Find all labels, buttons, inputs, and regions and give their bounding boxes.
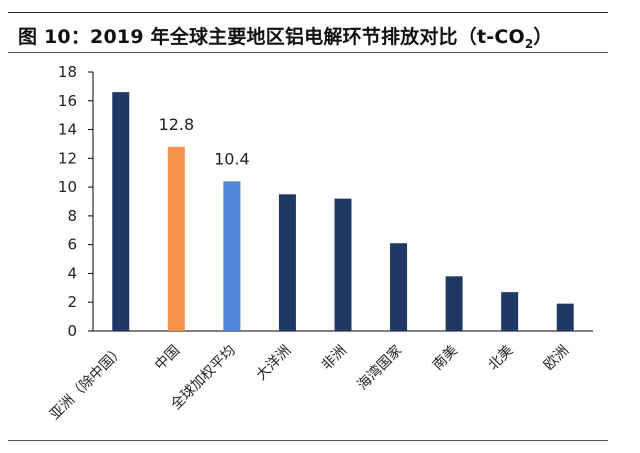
category-label: 大洋洲 bbox=[253, 343, 294, 384]
bar bbox=[112, 92, 130, 332]
y-tick-label: 0 bbox=[67, 322, 77, 340]
category-label: 北美 bbox=[485, 343, 516, 374]
y-tick-label: 12 bbox=[58, 149, 77, 167]
data-labels: 12.8 10.4 bbox=[159, 115, 250, 169]
y-tick-label: 16 bbox=[58, 92, 77, 110]
category-label: 南美 bbox=[430, 343, 461, 374]
figure-title: 图 10：2019 年全球主要地区铝电解环节排放对比（t-CO2） bbox=[18, 22, 553, 51]
bar bbox=[223, 181, 241, 331]
bar-data-label: 10.4 bbox=[214, 149, 250, 168]
y-tick-label: 4 bbox=[67, 264, 77, 282]
bars bbox=[112, 92, 574, 332]
bottom-rule bbox=[8, 440, 608, 441]
category-label: 亚洲（除中国） bbox=[47, 343, 128, 424]
bar bbox=[501, 292, 519, 331]
category-label: 欧洲 bbox=[541, 343, 572, 374]
bar bbox=[167, 146, 185, 331]
category-label: 中国 bbox=[152, 343, 183, 374]
bar bbox=[556, 303, 574, 331]
category-label: 海湾国家 bbox=[354, 342, 406, 394]
title-end: ） bbox=[533, 26, 553, 48]
bar bbox=[390, 243, 408, 331]
bar-data-label: 12.8 bbox=[159, 115, 195, 134]
top-rule bbox=[8, 12, 608, 13]
bar bbox=[445, 276, 463, 331]
y-tick-label: 8 bbox=[67, 207, 77, 225]
title-main: 图 10：2019 年全球主要地区铝电解环节排放对比（t-CO bbox=[18, 26, 525, 48]
title-underline bbox=[8, 52, 608, 53]
title-subscript: 2 bbox=[524, 36, 534, 51]
y-tick-label: 14 bbox=[58, 121, 77, 139]
category-label: 非洲 bbox=[319, 343, 350, 374]
bar bbox=[334, 198, 352, 331]
y-tick-label: 18 bbox=[58, 63, 77, 81]
y-tick-label: 6 bbox=[67, 236, 77, 254]
y-tick-label: 10 bbox=[58, 178, 77, 196]
bar bbox=[278, 194, 296, 331]
y-tick-label: 2 bbox=[67, 293, 77, 311]
